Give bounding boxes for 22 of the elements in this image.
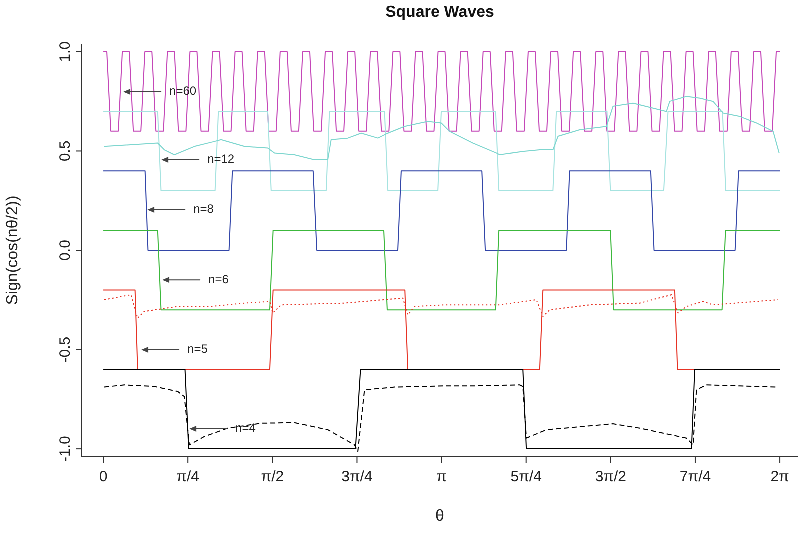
y-tick-label: -1.0 [57, 436, 74, 462]
annotation: n=6 [208, 272, 230, 286]
x-tick-label: 0 [99, 468, 108, 486]
y-tick-label: 0.5 [57, 140, 74, 162]
annotation: n=4 [236, 421, 256, 436]
x-tick-label: 3π/2 [595, 468, 627, 486]
y-tick-label: 1.0 [57, 42, 74, 62]
x-tick-label: 7π/4 [680, 468, 712, 486]
annotation: n=5 [188, 342, 208, 356]
chart-title: Square Waves [384, 4, 496, 22]
x-tick-label: π/2 [261, 468, 284, 486]
x-tick-label: 2π [770, 468, 790, 486]
x-tick-label: π/4 [176, 468, 200, 486]
x-tick-label: 3π/4 [342, 468, 373, 486]
annotation: n=8 [194, 202, 214, 216]
x-axis-title: θ [436, 508, 445, 525]
annotation: n=12 [208, 152, 235, 166]
y-tick-label: 0.0 [57, 240, 74, 261]
y-tick-label: -0.5 [57, 336, 74, 363]
y-axis-title: Sign(cos(nθ/2)) [4, 196, 22, 306]
x-tick-label: 5π/4 [510, 468, 542, 486]
x-tick-label: π [436, 468, 447, 486]
